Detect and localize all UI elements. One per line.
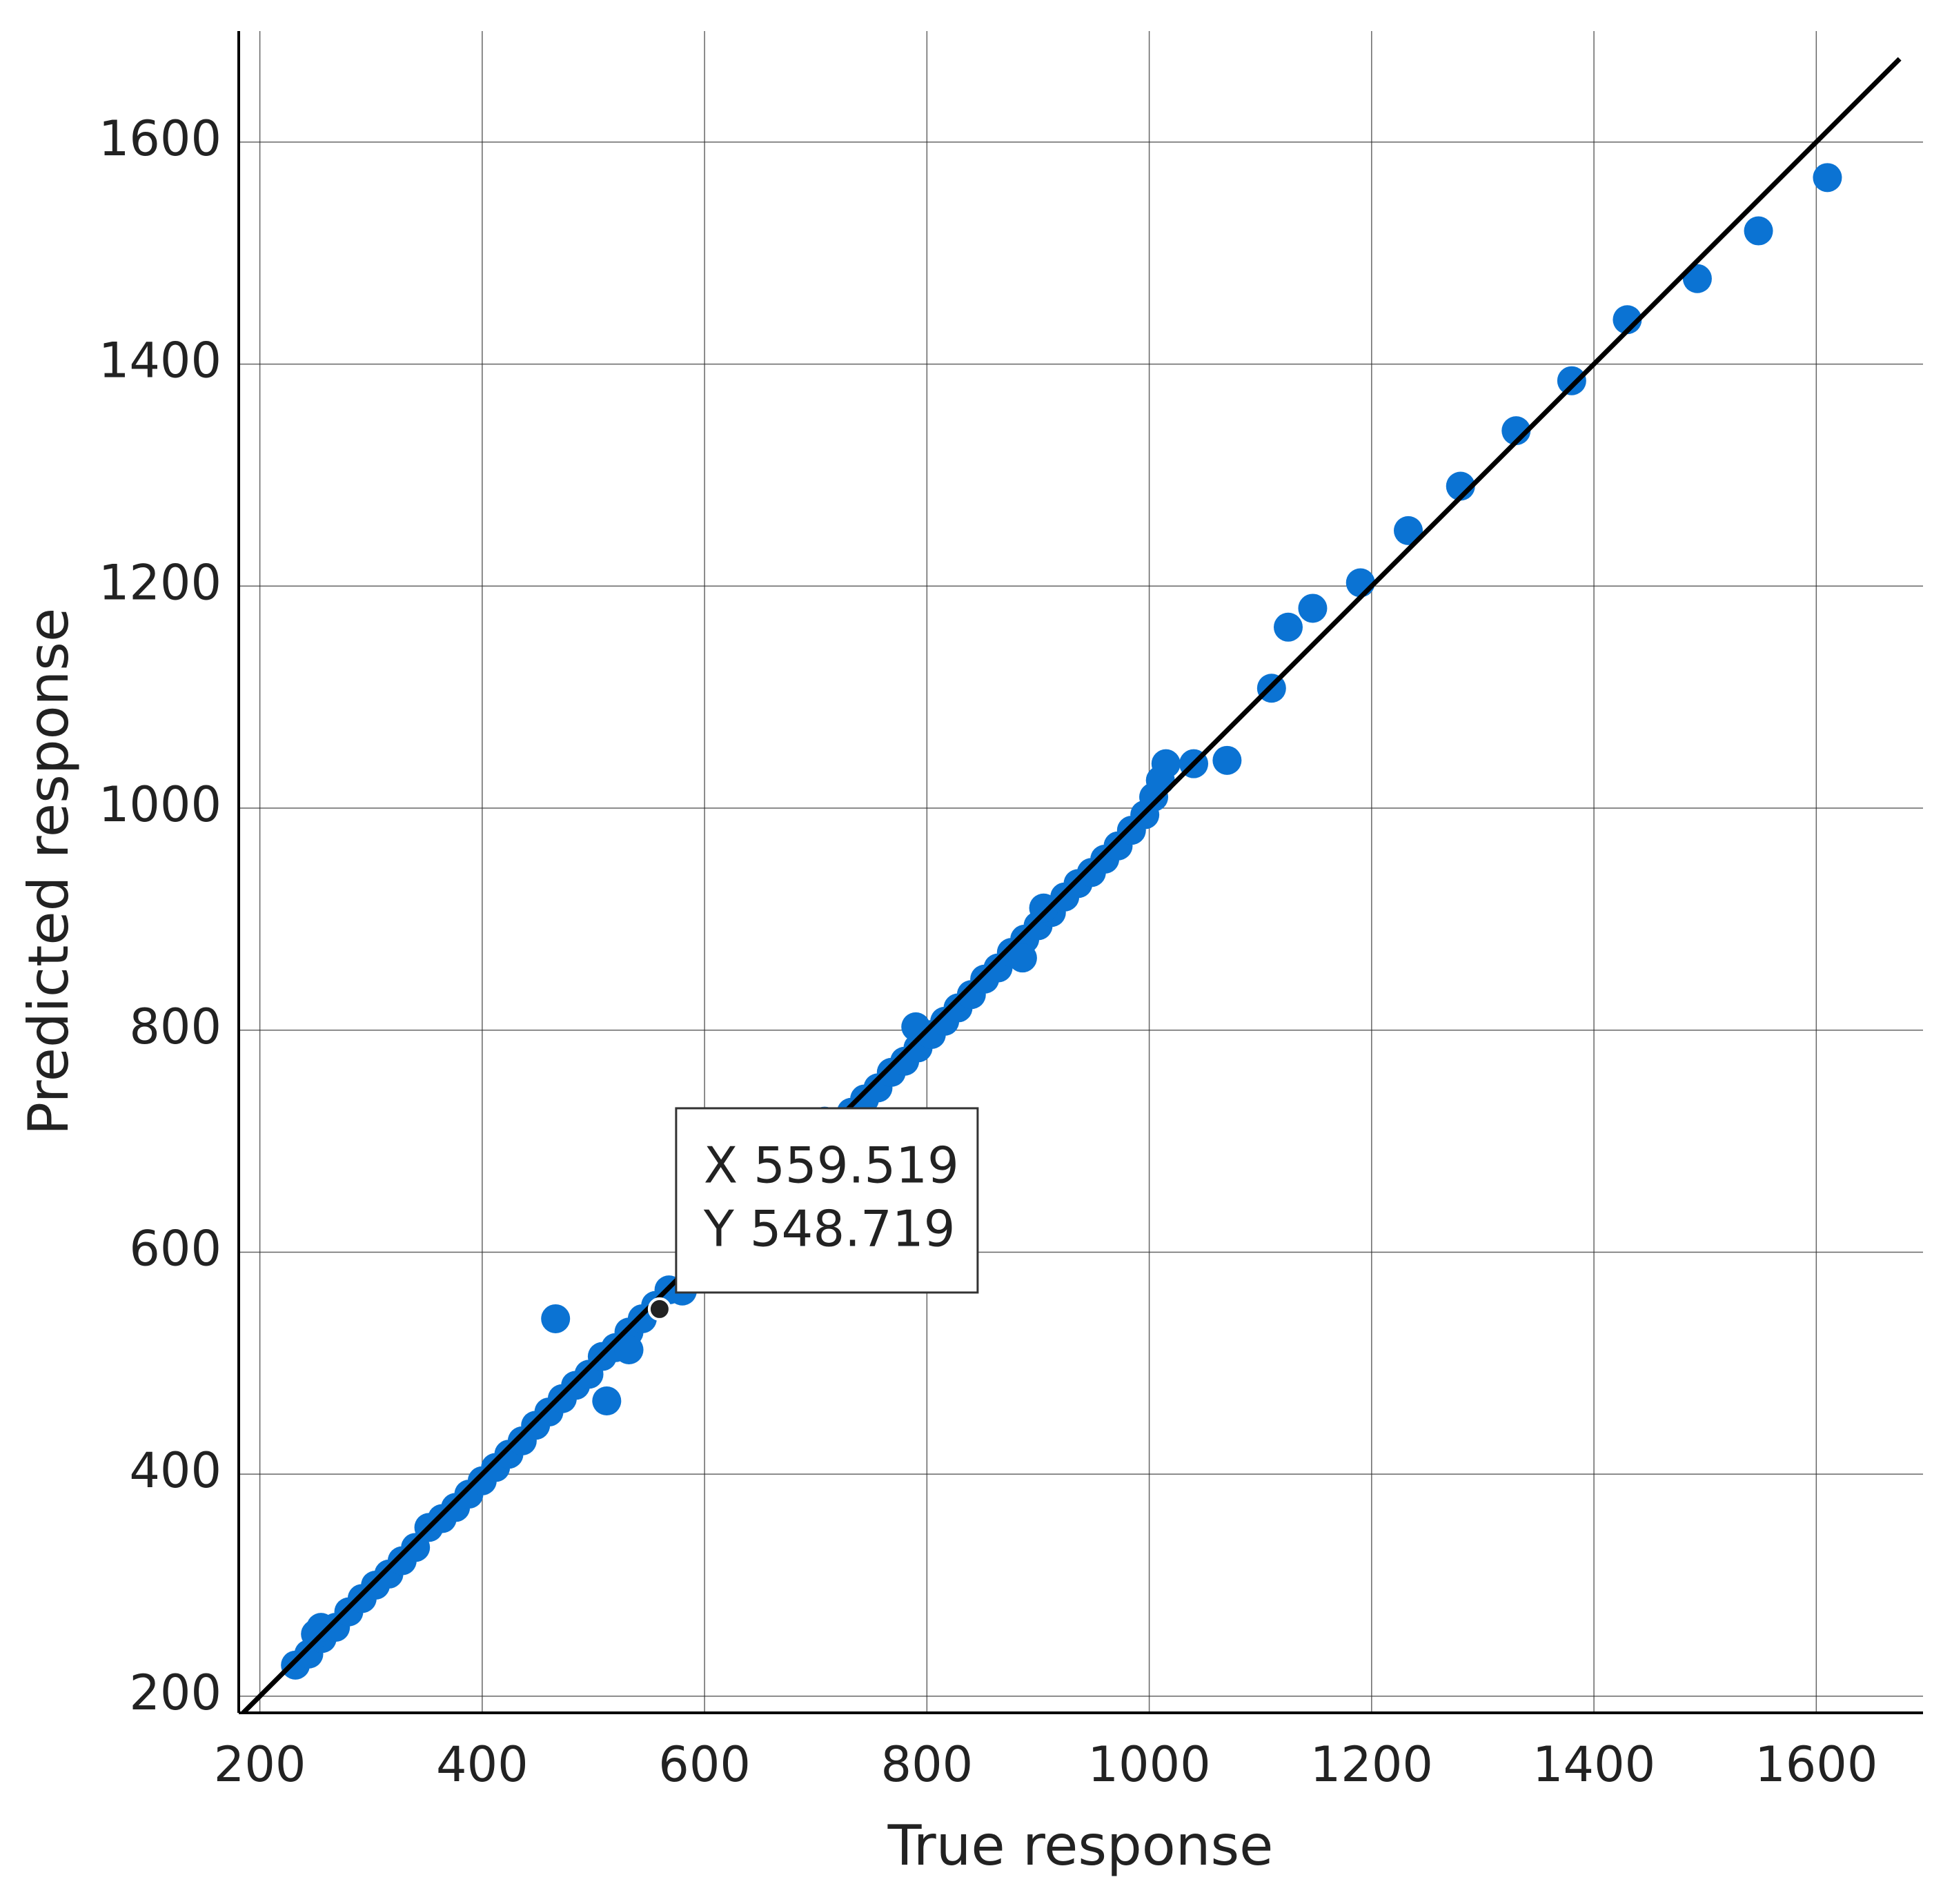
- point: [614, 1335, 644, 1364]
- tooltip-box: [675, 1107, 979, 1294]
- reference-line: [241, 57, 1902, 1713]
- point: [1273, 612, 1303, 642]
- point: [592, 1386, 622, 1415]
- tooltip-x: X 559.519: [704, 1136, 959, 1194]
- x-tick-label: 1600: [1755, 1736, 1877, 1793]
- x-tick-label: 1000: [1088, 1736, 1211, 1793]
- x-tick-label: 600: [658, 1736, 751, 1793]
- y-tick-label: 600: [129, 1220, 221, 1277]
- x-tick-label: 1400: [1532, 1736, 1655, 1793]
- y-tick-label: 1200: [99, 554, 221, 611]
- y-tick-label: 1600: [99, 110, 221, 167]
- y-tick-label: 1000: [99, 776, 221, 833]
- x-axis-label: True response: [887, 1814, 1274, 1878]
- y-tick-label: 400: [129, 1442, 221, 1499]
- point: [901, 1012, 931, 1041]
- point: [1557, 366, 1586, 395]
- tooltip-point: [647, 1297, 671, 1321]
- x-tick-label: 400: [436, 1736, 529, 1793]
- y-tick-label: 200: [129, 1665, 221, 1721]
- x-tick-label: 800: [881, 1736, 974, 1793]
- point: [306, 1613, 336, 1642]
- point: [1345, 568, 1375, 598]
- point: [1813, 163, 1842, 193]
- point: [541, 1304, 571, 1333]
- y-tick-label: 800: [129, 999, 221, 1055]
- point: [1744, 216, 1773, 246]
- point: [1298, 593, 1328, 623]
- points: [281, 163, 1842, 1680]
- point: [1007, 943, 1037, 973]
- point: [1029, 893, 1058, 923]
- point: [1151, 749, 1181, 778]
- y-tick-label: 1400: [99, 333, 221, 389]
- point: [1394, 516, 1423, 545]
- point: [1212, 745, 1242, 775]
- x-tick-label: 1200: [1310, 1736, 1433, 1793]
- x-tick-label: 200: [214, 1736, 306, 1793]
- tooltip-y: Y 548.719: [703, 1199, 956, 1257]
- y-axis-label: Predicted response: [17, 608, 81, 1135]
